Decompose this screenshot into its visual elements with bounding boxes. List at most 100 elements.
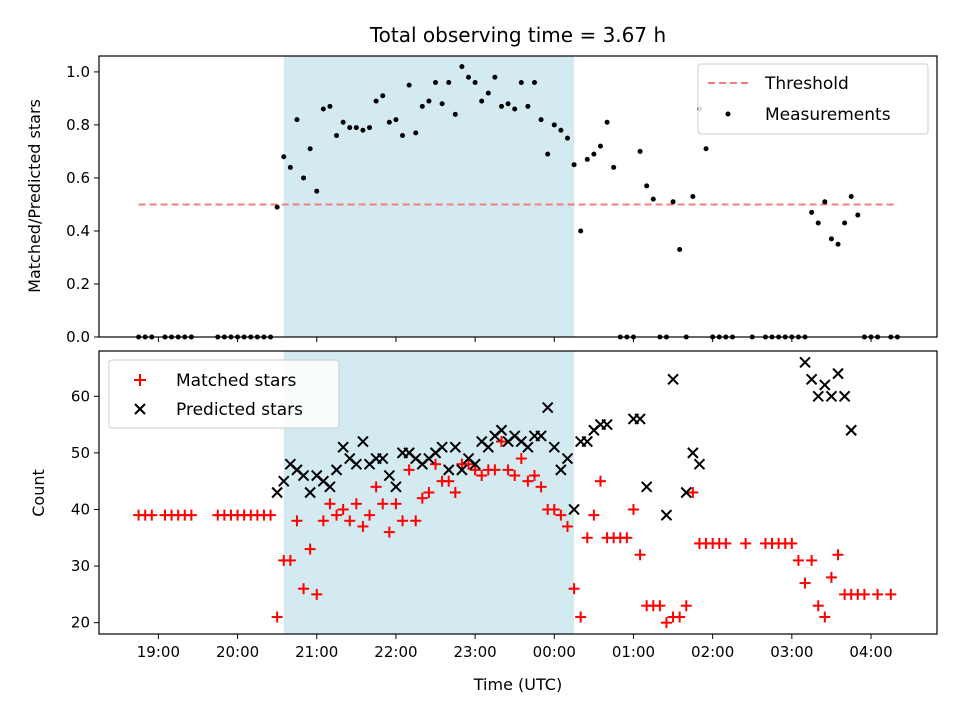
predicted-star-point xyxy=(456,464,468,476)
x-tick-label: 00:00 xyxy=(533,643,576,661)
matched-stars-points xyxy=(133,436,897,629)
predicted-star-point xyxy=(271,486,283,499)
measurement-point xyxy=(637,148,643,154)
matched-star-point xyxy=(687,487,699,498)
measurement-point xyxy=(287,164,293,170)
matched-star-point xyxy=(430,458,442,470)
matched-star-point xyxy=(535,481,547,493)
matched-star-point xyxy=(304,543,316,555)
legend-predicted-label: Predicted stars xyxy=(176,400,303,420)
matched-star-point xyxy=(496,436,508,448)
matched-star-point xyxy=(502,464,514,476)
matched-star-point xyxy=(575,611,587,623)
x-axis-label: Time (UTC) xyxy=(473,675,562,694)
measurement-point xyxy=(512,106,518,112)
predicted-star-point xyxy=(555,464,567,476)
matched-star-point xyxy=(720,537,732,549)
measurement-point xyxy=(413,130,419,136)
matched-star-point xyxy=(324,498,336,510)
predicted-star-point xyxy=(337,441,349,453)
measurement-point xyxy=(525,103,531,109)
measurement-point xyxy=(327,103,333,109)
matched-star-point xyxy=(331,509,343,521)
predicted-star-point xyxy=(443,464,455,476)
measurement-point xyxy=(558,127,564,133)
y-tick-label: 40 xyxy=(71,500,90,518)
predicted-star-point xyxy=(304,486,316,499)
y-tick-label: 1.0 xyxy=(66,63,90,81)
matched-star-point xyxy=(819,611,831,623)
ratio-panel-y-ticks: 0.0 0.2 0.4 0.6 0.8 1.0 xyxy=(66,63,99,346)
matched-star-point xyxy=(799,577,811,589)
predicted-star-point xyxy=(634,413,646,425)
ratio-panel-shaded-interval xyxy=(283,56,575,337)
matched-star-point xyxy=(344,515,356,527)
measurement-point xyxy=(393,117,399,123)
measurement-point xyxy=(578,228,584,234)
matched-star-point xyxy=(476,470,488,482)
legend-matched-swatch xyxy=(134,374,146,386)
count-panel: 20 30 40 50 60 19:00 20:00 21:00 22:00 23:00 00:0… xyxy=(29,350,938,694)
measurement-point xyxy=(545,151,551,157)
ratio-panel-x-ticks xyxy=(157,337,872,342)
measurement-point xyxy=(855,212,861,218)
matched-star-point xyxy=(350,498,362,510)
matched-star-point xyxy=(588,509,600,521)
predicted-stars-points xyxy=(271,356,857,521)
predicted-star-point xyxy=(832,367,844,380)
measurement-point xyxy=(690,194,696,199)
measurement-point xyxy=(452,111,458,117)
matched-star-point xyxy=(660,617,672,629)
y-tick-label: 0.2 xyxy=(66,275,90,293)
matched-star-point xyxy=(825,571,837,583)
ratio-panel-legend: Threshold Measurements xyxy=(697,63,929,135)
measurement-point xyxy=(433,80,439,86)
matched-star-point xyxy=(581,532,593,544)
measurement-point xyxy=(406,82,412,88)
matched-star-point xyxy=(786,537,798,549)
measurement-point xyxy=(604,119,610,125)
measurement-point xyxy=(571,162,577,168)
measurement-point xyxy=(459,64,465,70)
measurement-point xyxy=(485,90,491,96)
matched-star-point xyxy=(674,611,686,623)
matched-star-point xyxy=(416,492,428,504)
x-tick-label: 21:00 xyxy=(295,643,338,661)
predicted-star-point xyxy=(693,458,706,470)
matched-star-point xyxy=(291,515,303,527)
matched-star-point xyxy=(390,498,402,510)
measurement-point xyxy=(347,125,353,131)
measurement-point xyxy=(439,101,445,107)
matched-star-point xyxy=(146,509,158,521)
predicted-star-point xyxy=(357,435,369,448)
measurement-point xyxy=(531,80,537,86)
count-panel-y-axis-label: Count xyxy=(29,469,48,517)
matched-star-point xyxy=(410,515,422,527)
measurement-point xyxy=(466,74,472,80)
predicted-star-point xyxy=(799,356,811,369)
y-tick-label: 30 xyxy=(71,557,90,575)
matched-star-point xyxy=(370,481,382,493)
matched-star-point xyxy=(311,588,323,600)
measurement-point xyxy=(472,80,478,86)
ratio-panel: 0.0 0.2 0.4 0.6 0.8 1.0 Matched/Predicted sta… xyxy=(25,55,938,346)
measurement-point xyxy=(281,154,287,160)
measurement-point xyxy=(564,135,570,141)
measurement-point xyxy=(314,188,320,194)
legend-measurements-label: Measurements xyxy=(765,105,891,125)
matched-star-point xyxy=(812,600,824,612)
y-tick-label: 0.4 xyxy=(66,222,90,240)
predicted-star-point xyxy=(601,418,613,431)
predicted-star-point xyxy=(350,458,363,470)
legend-matched-label: Matched stars xyxy=(176,371,296,391)
measurement-point xyxy=(822,199,828,205)
matched-star-point xyxy=(271,611,283,623)
count-panel-x-ticks: 19:00 20:00 21:00 22:00 23:00 00:00 01:00 02:00… xyxy=(137,634,893,661)
legend-measurements-swatch xyxy=(725,111,731,117)
matched-star-point xyxy=(423,487,435,498)
predicted-star-point xyxy=(825,390,838,402)
measurement-point xyxy=(479,98,485,104)
measurement-point xyxy=(499,103,505,109)
measurement-point xyxy=(591,151,597,157)
measurement-point xyxy=(538,117,544,123)
